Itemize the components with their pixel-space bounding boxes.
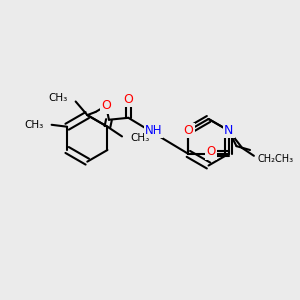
Text: O: O [183,124,193,137]
Text: CH₂CH₃: CH₂CH₃ [258,154,294,164]
Text: CH₃: CH₃ [49,93,68,103]
Text: O: O [207,146,216,158]
Text: NH: NH [145,124,162,136]
Text: CH₃: CH₃ [25,120,44,130]
Text: N: N [224,124,233,137]
Text: O: O [101,99,111,112]
Text: O: O [123,93,133,106]
Text: CH₃: CH₃ [131,134,150,143]
